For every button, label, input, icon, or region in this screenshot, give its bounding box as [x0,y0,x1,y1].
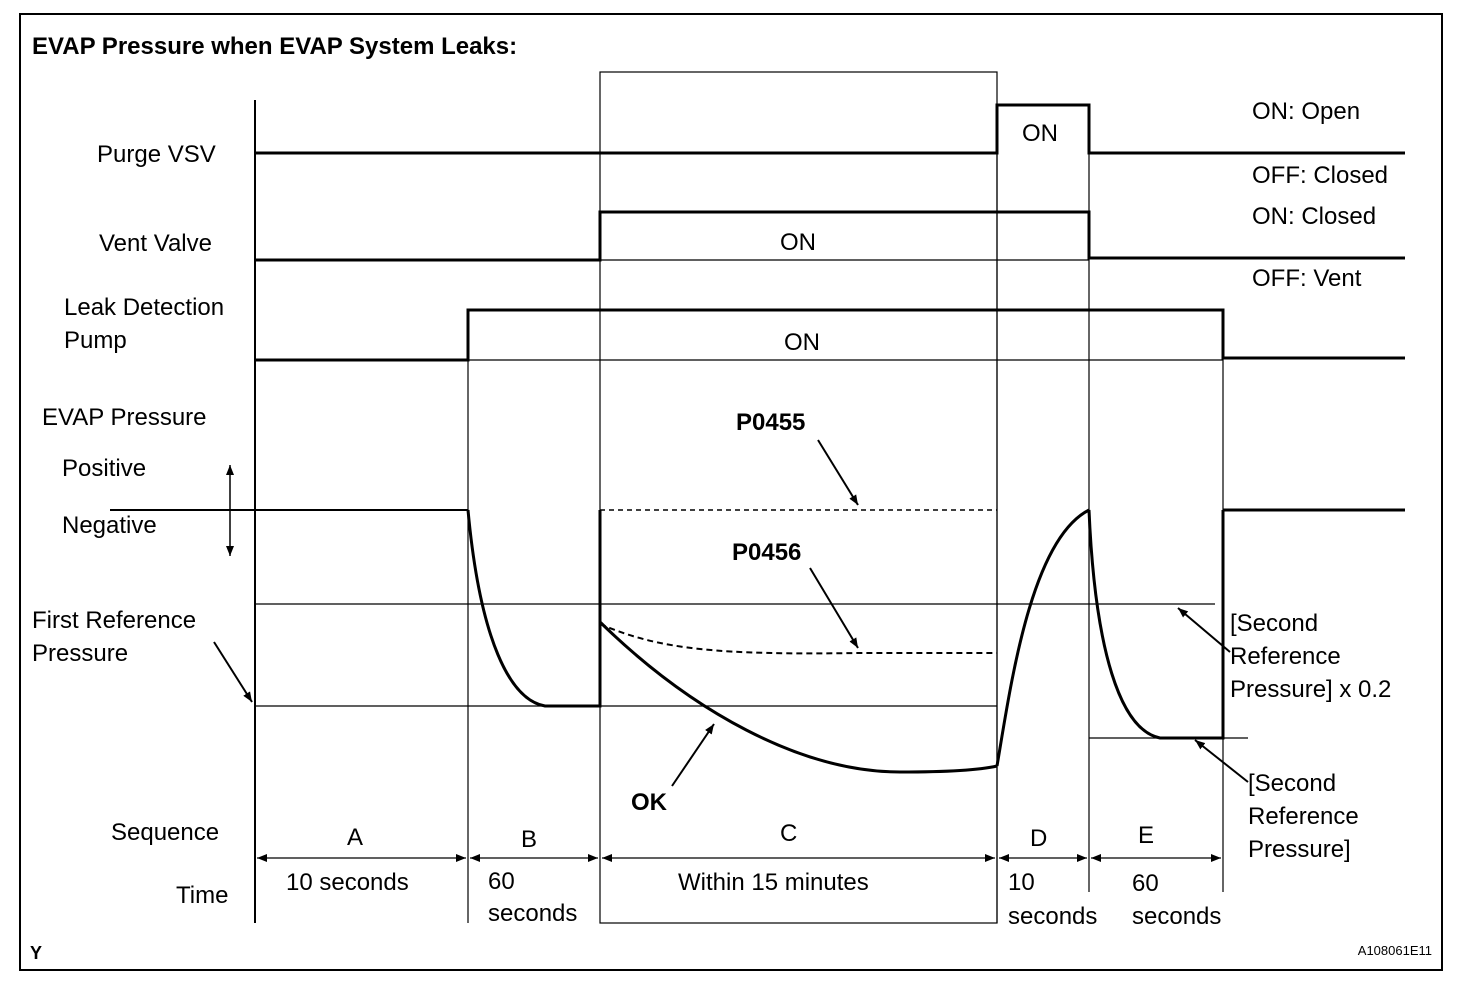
time-d-line1: 10 [1008,869,1035,896]
p0456-curve [599,623,997,655]
sequence-a: A [347,824,363,851]
label-second-ref-line3: Pressure] [1248,836,1351,863]
sequence-b: B [521,826,537,853]
label-leak-pump-line2: Pump [64,327,127,354]
sequence-e: E [1138,822,1154,849]
label-ok: OK [631,789,668,816]
ok-arrow [671,723,715,787]
footer-left-mark: Y [30,943,42,963]
sequence-d: D [1030,825,1047,852]
leak-pump-signal [255,308,1405,362]
time-d-line2: seconds [1008,903,1097,930]
label-leak-pump-line1: Leak Detection [64,294,224,321]
sequence-c: C [780,820,797,847]
evap-curve-phase-d [995,508,1090,767]
vent-valve-signal [255,210,1405,262]
second-ref-arrow [1194,739,1249,783]
label-second-ref-02-line1: [Second [1230,610,1318,637]
first-ref-arrow [213,641,253,703]
label-negative: Negative [62,512,157,539]
phase-dividers [254,100,1224,923]
label-first-ref-line2: Pressure [32,640,128,667]
label-second-ref-02-line3: Pressure] x 0.2 [1230,676,1391,703]
label-time: Time [176,882,228,909]
time-c: Within 15 minutes [678,869,869,896]
diagram-title: EVAP Pressure when EVAP System Leaks: [32,33,517,60]
label-on-vent: ON [780,229,816,256]
label-p0455: P0455 [736,409,805,436]
label-second-ref-line2: Reference [1248,803,1359,830]
purge-vsv-signal [255,103,1405,155]
time-b-line2: seconds [488,900,577,927]
time-e-line1: 60 [1132,870,1159,897]
label-evap-pressure: EVAP Pressure [42,404,207,431]
footer-figure-id: A108061E11 [1358,943,1432,958]
label-vent-off-vent: OFF: Vent [1252,265,1362,292]
callout-arrows [213,439,1249,787]
label-second-ref-02-line2: Reference [1230,643,1341,670]
time-b-line1: 60 [488,868,515,895]
label-purge-on-open: ON: Open [1252,98,1360,125]
label-p0456: P0456 [732,539,801,566]
label-sequence: Sequence [111,819,219,846]
p0455-arrow [817,439,859,506]
label-purge-vsv: Purge VSV [97,141,216,168]
p0456-arrow [809,567,859,649]
evap-curve-phase-e [1087,509,1225,740]
second-ref-02-arrow [1177,607,1231,653]
evap-curve-phase-b [466,509,602,708]
label-positive: Positive [62,455,146,482]
label-second-ref-line1: [Second [1248,770,1336,797]
label-vent-valve: Vent Valve [99,230,212,257]
outer-frame [19,13,1443,971]
label-on-purge-d: ON [1022,120,1058,147]
label-purge-off-closed: OFF: Closed [1252,162,1388,189]
label-on-pump: ON [784,329,820,356]
label-first-ref-line1: First Reference [32,607,196,634]
time-a: 10 seconds [286,869,409,896]
ok-curve [598,620,998,774]
label-vent-on-closed: ON: Closed [1252,203,1376,230]
time-e-line2: seconds [1132,903,1221,930]
